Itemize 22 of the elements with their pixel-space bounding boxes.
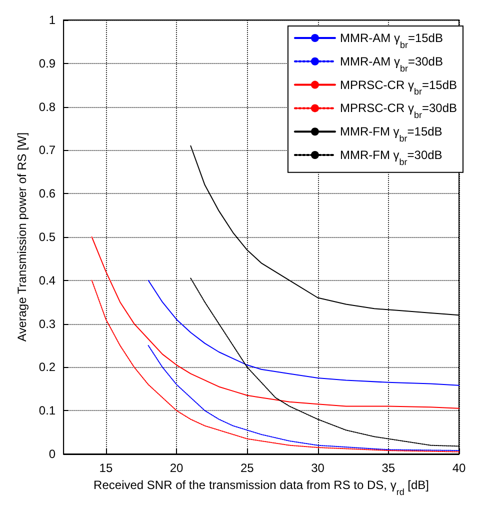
y-axis-title: Average Transmission power of RS [W] — [15, 132, 29, 342]
y-tick-label: 1 — [48, 13, 56, 27]
y-tick-label: 0 — [48, 447, 56, 461]
y-tick-label: 0.4 — [38, 273, 56, 288]
line-series — [148, 280, 460, 386]
line-series — [148, 345, 460, 452]
y-tick-label: 0.1 — [38, 404, 56, 418]
line-series — [91, 236, 460, 409]
y-tick-label: 0.3 — [38, 316, 56, 331]
x-tick-label: 25 — [240, 461, 254, 475]
y-tick-label: 0.5 — [38, 230, 56, 244]
y-tick-label: 0.6 — [38, 186, 56, 201]
x-tick-label: 35 — [382, 461, 396, 475]
y-tick-label: 0.2 — [38, 360, 56, 374]
y-tick-label: 0.7 — [38, 143, 56, 158]
x-tick-label: 30 — [311, 461, 325, 475]
x-tick-label: 40 — [452, 461, 466, 475]
x-tick-label: 15 — [99, 461, 113, 475]
y-tick-label: 0.9 — [38, 56, 56, 70]
x-tick-label: 20 — [170, 461, 184, 475]
line-series — [91, 280, 460, 452]
y-tick-label: 0.8 — [38, 100, 56, 114]
